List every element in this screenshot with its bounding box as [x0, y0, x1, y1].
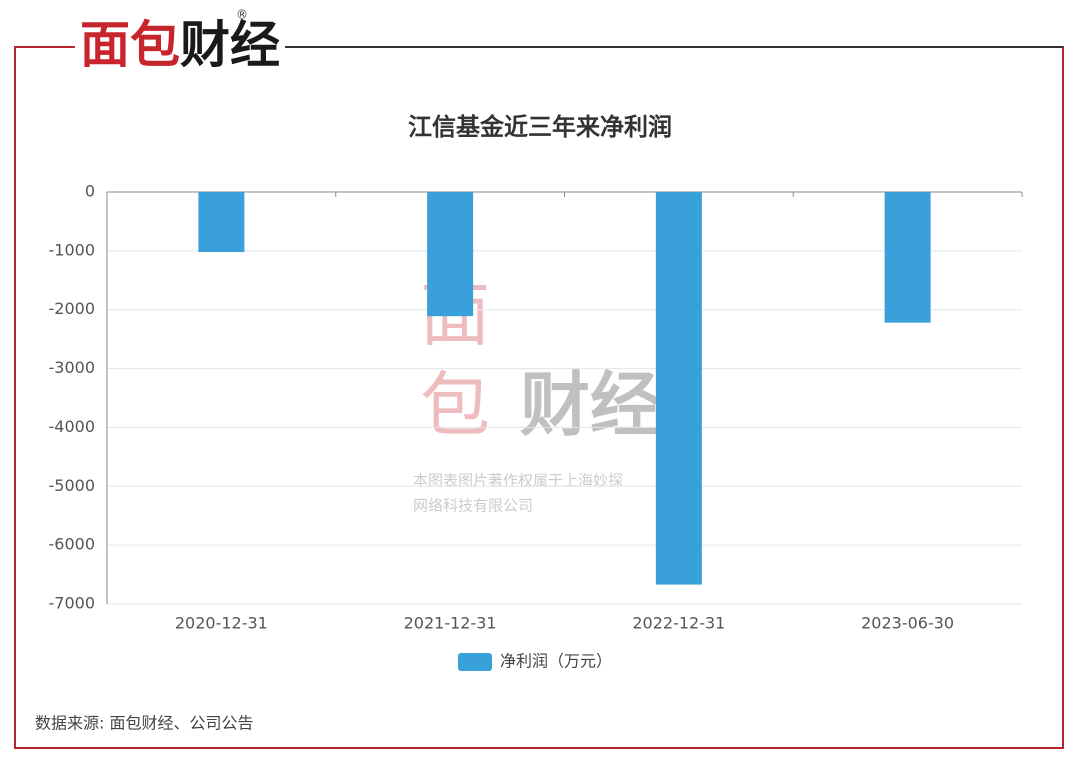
bar: [427, 192, 474, 317]
y-tick-label: -6000: [49, 535, 96, 554]
x-tick-label: 2023-06-30: [861, 614, 954, 633]
x-tick-label: 2020-12-31: [175, 614, 268, 633]
y-tick-label: 0: [85, 182, 95, 201]
y-tick-label: -1000: [49, 240, 96, 259]
watermark: 面 包 财经 本图表图片著作权属于上海妙探 网络科技有限公司: [413, 274, 660, 514]
y-tick-label: -2000: [49, 299, 96, 318]
watermark-logo: 包: [420, 364, 490, 446]
y-tick-label: -4000: [49, 417, 96, 436]
registered-mark: ®: [236, 8, 248, 22]
logo-part: 面包: [80, 16, 180, 74]
chart-title: 江信基金近三年来净利润: [408, 113, 672, 141]
legend-swatch: [458, 653, 492, 671]
logo-part: 财经: [180, 16, 280, 74]
bar: [655, 192, 702, 585]
source-note: 数据来源: 面包财经、公司公告: [35, 714, 253, 733]
x-tick-label: 2022-12-31: [632, 614, 725, 633]
legend-label: 净利润（万元）: [500, 652, 612, 671]
logo: 面包财经: [80, 16, 280, 74]
y-tick-label: -7000: [49, 594, 96, 613]
watermark-text: 本图表图片著作权属于上海妙探: [413, 472, 623, 490]
watermark-logo: 财经: [520, 364, 660, 446]
bar: [884, 192, 931, 323]
x-tick-label: 2021-12-31: [404, 614, 497, 633]
bar: [198, 192, 245, 253]
y-tick-label: -3000: [49, 358, 96, 377]
y-tick-label: -5000: [49, 476, 96, 495]
watermark-text: 网络科技有限公司: [413, 497, 533, 515]
